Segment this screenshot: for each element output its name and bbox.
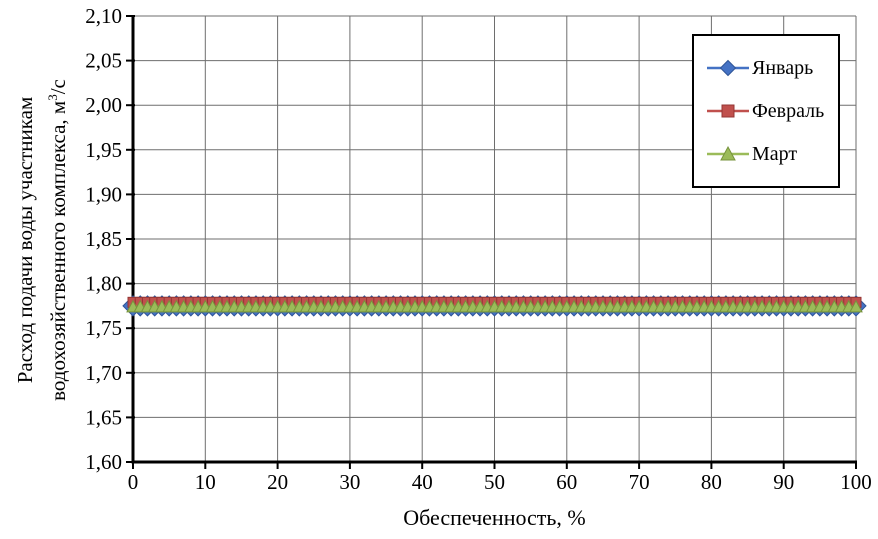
y-axis-title-line2: водохозяйственного комплекса, м3/с: [45, 79, 70, 401]
legend-key-marker-march: [720, 145, 736, 161]
x-tick-label: 50: [484, 470, 505, 494]
legend-item-january: Январь: [706, 57, 838, 79]
x-tick-label: 90: [773, 470, 794, 494]
y-axis-title-line1: Расход подачи воды участникам: [13, 96, 37, 384]
y-tick-label: 1,70: [85, 361, 122, 385]
y-tick-label: 1,90: [85, 182, 122, 206]
y-axis-title: Расход подачи воды участникам водохозяйс…: [11, 15, 70, 465]
x-tick-label: 40: [412, 470, 433, 494]
legend-item-february: Февраль: [706, 100, 838, 122]
x-tick-label: 60: [556, 470, 577, 494]
legend-label-february: Февраль: [752, 100, 825, 122]
y-tick-label: 1,60: [85, 450, 122, 474]
legend-item-march: Март: [706, 143, 838, 165]
y-tick-label: 1,75: [85, 316, 122, 340]
y-tick-label: 2,05: [85, 49, 122, 73]
x-axis-title: Обеспеченность, %: [403, 505, 586, 530]
legend-key-february-icon: [707, 104, 749, 118]
x-tick-label: 20: [267, 470, 288, 494]
x-tick-label: 80: [701, 470, 722, 494]
y-tick-label: 1,95: [85, 138, 122, 162]
legend-key-marker-january: [719, 59, 737, 77]
y-tick-label: 1,65: [85, 405, 122, 429]
legend-label-march: Март: [752, 143, 798, 165]
y-tick-label: 2,10: [85, 4, 122, 28]
x-tick-label: 10: [195, 470, 216, 494]
legend-key-january-icon: [707, 59, 749, 77]
marker-march: [849, 299, 863, 313]
legend-key-march-icon: [707, 145, 749, 161]
legend-label-january: Январь: [752, 57, 814, 79]
x-tick-label: 70: [629, 470, 650, 494]
x-tick-label: 100: [840, 470, 872, 494]
x-tick-label: 30: [339, 470, 360, 494]
y-tick-label: 1,85: [85, 227, 122, 251]
x-tick-label: 0: [128, 470, 139, 494]
legend: Январь Февраль Март: [692, 34, 840, 188]
y-tick-label: 1,80: [85, 272, 122, 296]
y-tick-label: 2,00: [85, 93, 122, 117]
legend-key-marker-february: [721, 104, 735, 118]
